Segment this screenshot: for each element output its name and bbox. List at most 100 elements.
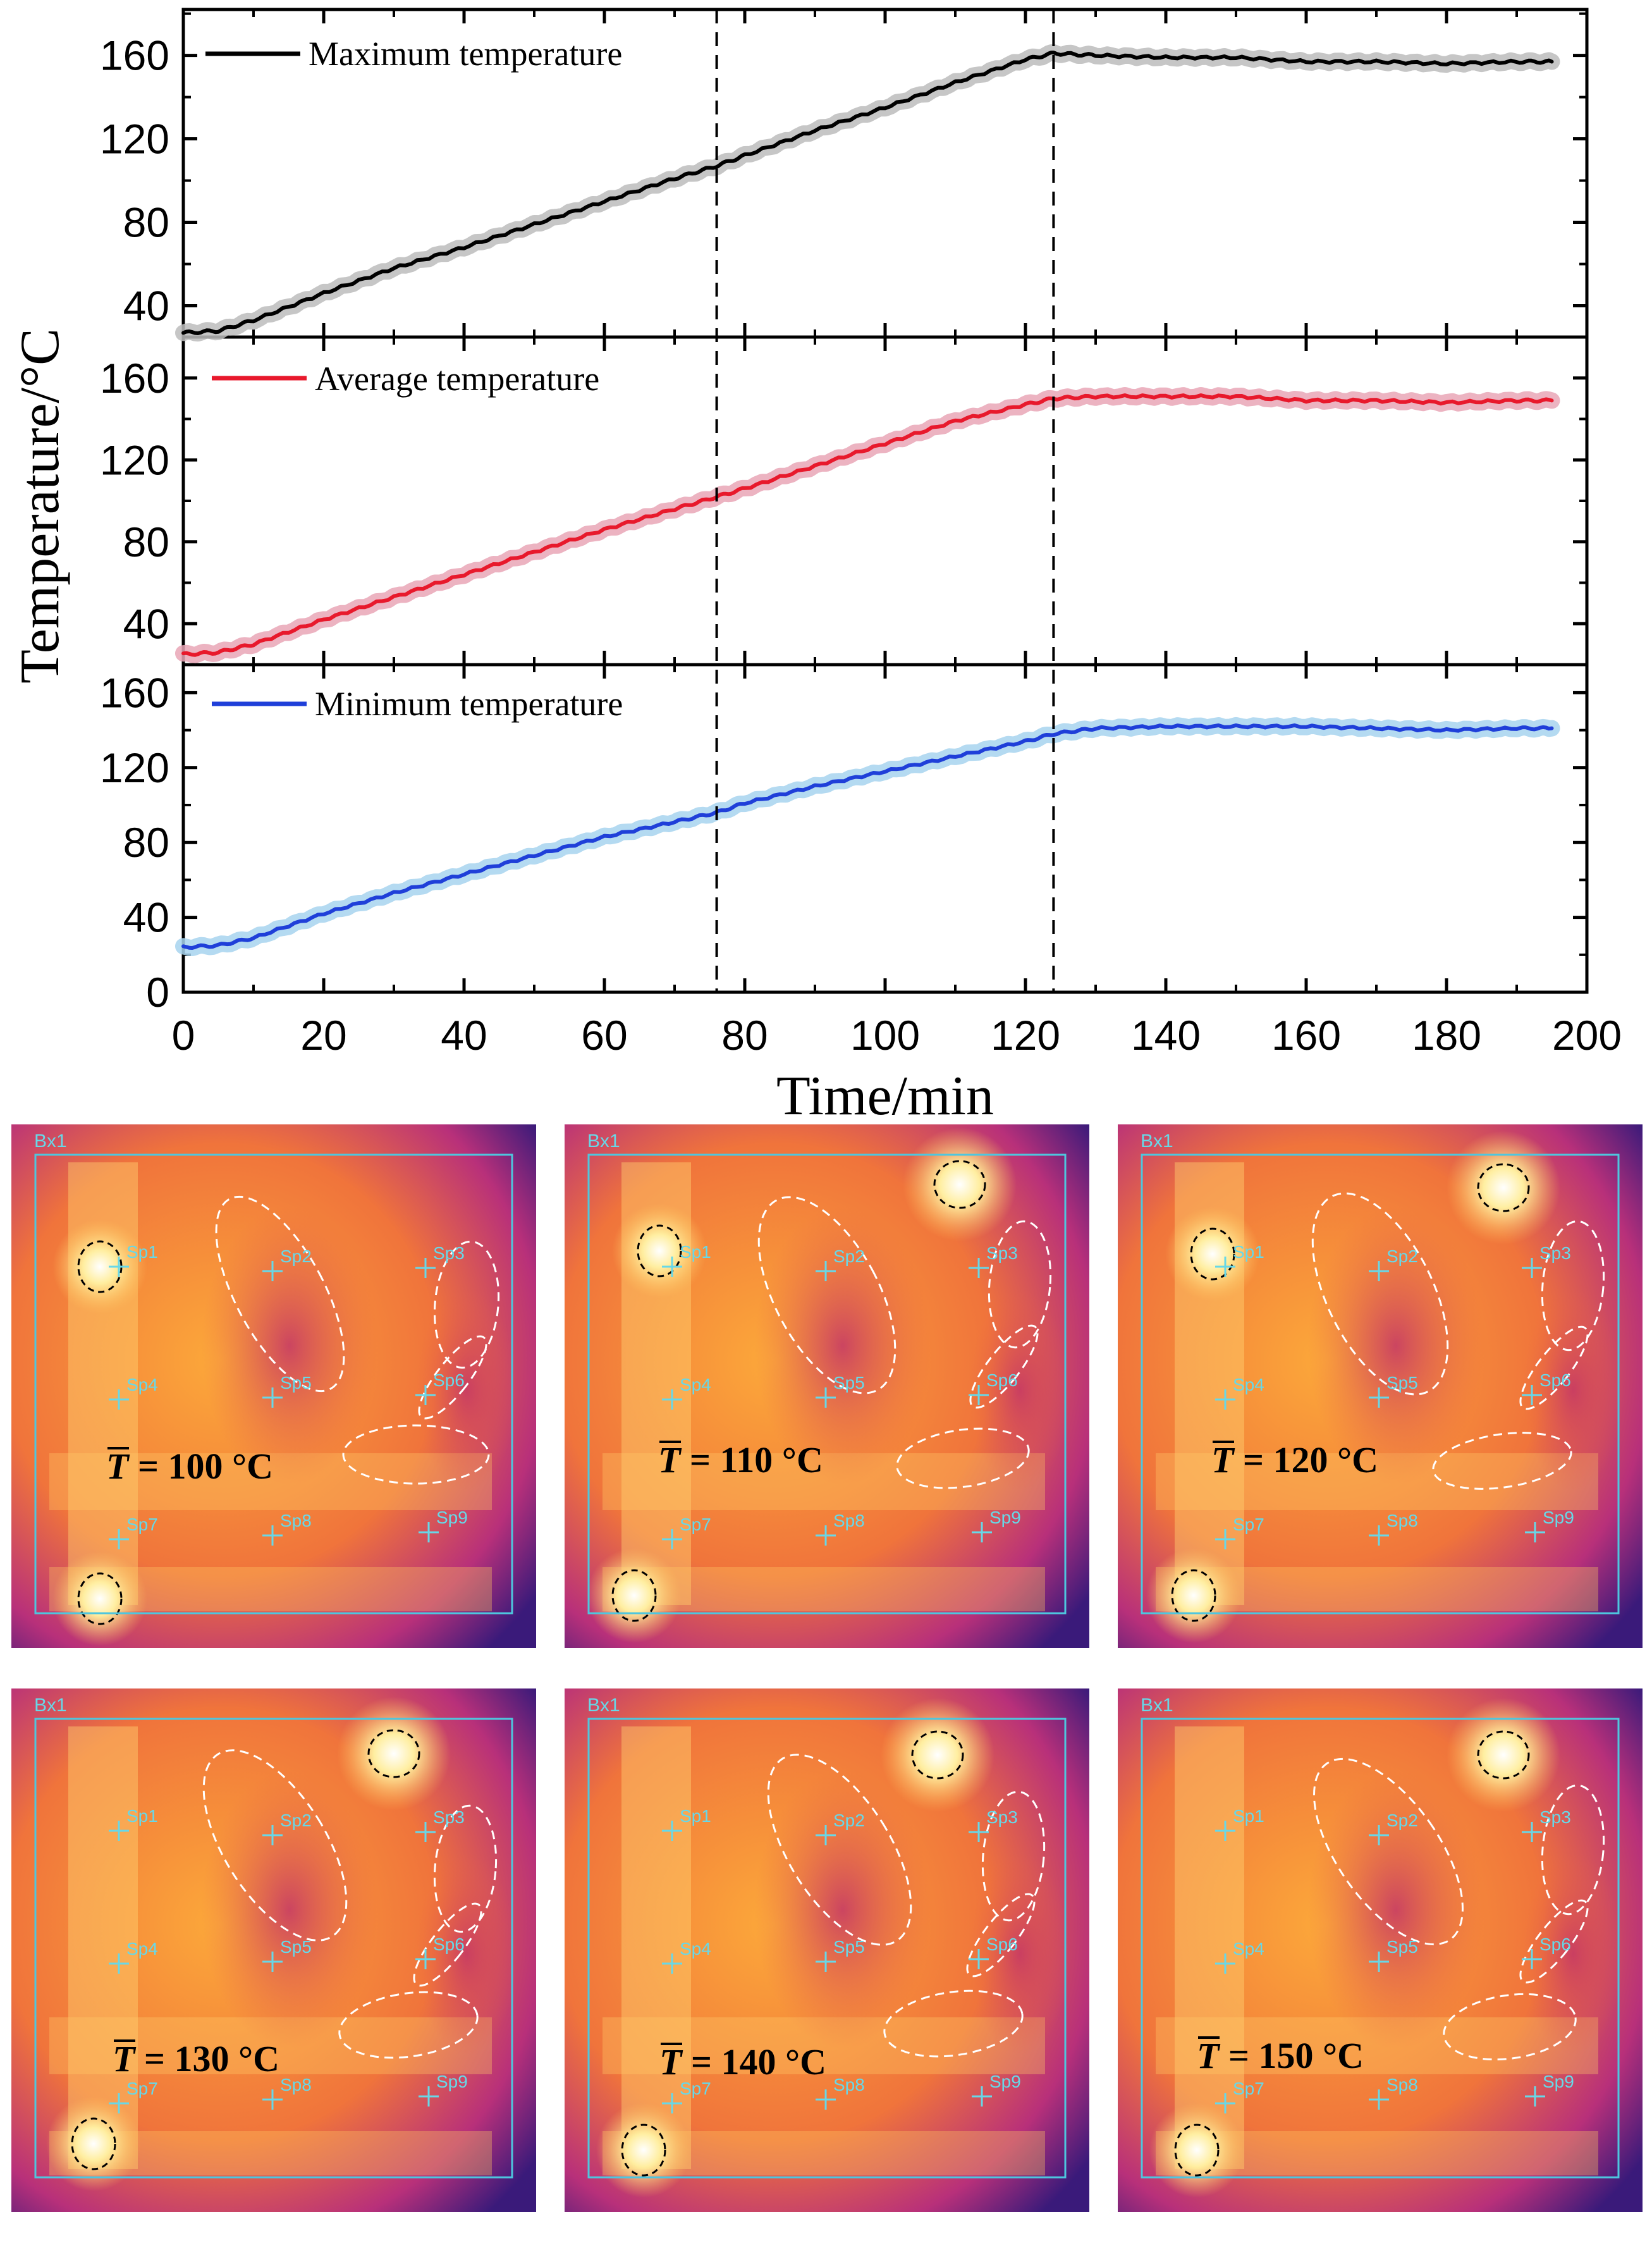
spot-label: Sp1 [680, 1806, 711, 1826]
mean-symbol: T [1197, 2035, 1221, 2076]
cool-zone-marker [1519, 1325, 1589, 1410]
spot-label: Sp9 [436, 1508, 468, 1527]
cool-zone-marker [969, 1324, 1039, 1409]
legend-min-label: Minimum temperature [315, 685, 623, 723]
cool-region [1522, 1289, 1624, 1491]
spot-label: Sp7 [680, 2079, 711, 2098]
hot-spot-marker [621, 2124, 666, 2177]
spot-label: Sp6 [986, 1934, 1018, 1954]
mean-symbol: T [113, 2038, 137, 2079]
y-tick-label: 40 [123, 894, 169, 941]
spot-marker: Sp8 [1369, 2075, 1418, 2110]
spot-marker: Sp6 [415, 1370, 465, 1405]
cool-zone-marker [1541, 1220, 1605, 1351]
spot-label: Sp9 [1543, 2072, 1574, 2091]
legend-max-label: Maximum temperature [309, 35, 622, 73]
hot-spot-marker [367, 1729, 420, 1778]
spot-label: Sp8 [833, 1511, 865, 1530]
x-axis-title: Time/min [776, 1066, 994, 1127]
axis-ticks [181, 9, 1589, 994]
spot-label: Sp7 [1233, 1515, 1264, 1534]
mean-value: = 100 °C [128, 1446, 273, 1487]
legend-average: Average temperature [212, 360, 599, 398]
hot-spot-marker [911, 1730, 964, 1780]
spot-label: Sp8 [1386, 1511, 1418, 1530]
spot-marker: Sp4 [1215, 1939, 1264, 1974]
spot-label: Sp1 [680, 1242, 711, 1262]
spot-marker: Sp2 [262, 1811, 312, 1845]
hot-spot [612, 1203, 707, 1298]
spot-label: Sp2 [833, 1246, 865, 1266]
spot-label: Sp4 [1233, 1939, 1264, 1959]
mean-temperature-caption: T = 110 °C [658, 1439, 823, 1480]
spot-marker: Sp6 [1522, 1934, 1571, 1969]
spot-marker: Sp8 [816, 2075, 865, 2110]
spot-marker: Sp9 [972, 2072, 1021, 2107]
cool-zone-marker [1541, 1784, 1605, 1916]
spot-marker: Sp5 [262, 1373, 312, 1408]
spot-marker: Sp5 [1369, 1373, 1418, 1408]
spot-label: Sp8 [280, 2075, 312, 2094]
y-tick-label: 40 [123, 600, 169, 647]
mean-symbol: T [658, 1439, 682, 1480]
series-lines [181, 51, 1554, 950]
spot-marker: Sp3 [415, 1807, 465, 1842]
spot-marker: Sp8 [262, 2075, 312, 2110]
series-line-middle [181, 393, 1554, 657]
spot-marker: Sp7 [109, 2079, 158, 2113]
legend-average-label: Average temperature [315, 360, 599, 398]
spot-marker: Sp9 [1525, 2072, 1574, 2107]
cool-zone-marker [338, 1991, 479, 2059]
spot-marker: Sp2 [262, 1246, 312, 1281]
spot-label: Sp7 [126, 2079, 158, 2098]
cool-region [969, 1289, 1070, 1491]
hot-spot [1447, 1131, 1560, 1245]
spot-label: Sp3 [1539, 1807, 1571, 1827]
spot-label: Sp2 [1386, 1246, 1418, 1266]
spot-label: Sp9 [989, 1508, 1021, 1527]
thermal-image: Bx1 Sp1 Sp2 Sp3 Sp4 Sp5 Sp6 Sp7 Sp8 Sp9 T = 150 °C [1118, 1688, 1643, 2212]
spot-marker: Sp3 [969, 1807, 1018, 1842]
y-axis-title: Temperature/°C [9, 328, 71, 684]
hot-spot [1149, 2103, 1244, 2198]
spot-marker: Sp2 [816, 1811, 865, 1845]
spot-marker: Sp7 [662, 2079, 711, 2113]
y-tick-labels: 40 80 120 160 40 80 120 160 0 40 80 120 160 [100, 32, 169, 1016]
cool-region [416, 1289, 517, 1491]
cool-zone-marker [896, 1427, 1030, 1489]
x-tick-label: 0 [172, 1012, 195, 1059]
spot-label: Sp1 [1233, 1242, 1264, 1262]
spot-label: Sp6 [433, 1370, 465, 1390]
spot-marker: Sp5 [816, 1937, 865, 1972]
x-tick-label: 100 [850, 1012, 920, 1059]
spot-label: Sp3 [1539, 1243, 1571, 1263]
spot-marker: Sp9 [972, 1508, 1021, 1542]
cool-region [416, 1853, 517, 2055]
spot-marker: Sp1 [109, 1806, 158, 1841]
mean-value: = 150 °C [1219, 2035, 1364, 2076]
cool-region [1307, 1207, 1484, 1485]
spot-marker: Sp6 [969, 1934, 1018, 1969]
measurement-box-label: Bx1 [587, 1131, 620, 1152]
hot-spot [881, 1698, 994, 1812]
spot-marker: Sp7 [1215, 1515, 1264, 1549]
measurement-box-label: Bx1 [34, 1695, 67, 1716]
series-band-top [175, 44, 1560, 341]
spot-marker: Sp6 [969, 1370, 1018, 1405]
spot-marker: Sp7 [662, 1515, 711, 1549]
spot-marker: Sp1 [1215, 1806, 1264, 1841]
legend-min: Minimum temperature [212, 685, 623, 723]
x-tick-label: 180 [1412, 1012, 1481, 1059]
thermal-image: Bx1 Sp1 Sp2 Sp3 Sp4 Sp5 Sp6 Sp7 Sp8 Sp9 T = 130 °C [11, 1688, 536, 2212]
thermal-image-canvas: Bx1 Sp1 Sp2 Sp3 Sp4 Sp5 Sp6 Sp7 Sp8 Sp9 T = 140 °C [565, 1688, 1089, 2212]
y-tick-label: 120 [100, 116, 169, 163]
spot-label: Sp3 [433, 1807, 465, 1827]
hot-spot [337, 1697, 451, 1811]
hot-spot-marker [1477, 1163, 1530, 1212]
hot-spot-marker [637, 1224, 682, 1277]
hot-spot-marker [611, 1569, 657, 1622]
spot-marker: Sp4 [1215, 1375, 1264, 1410]
spot-marker: Sp5 [1369, 1937, 1418, 1972]
spot-label: Sp4 [680, 1375, 711, 1394]
spot-marker: Sp5 [816, 1373, 865, 1408]
